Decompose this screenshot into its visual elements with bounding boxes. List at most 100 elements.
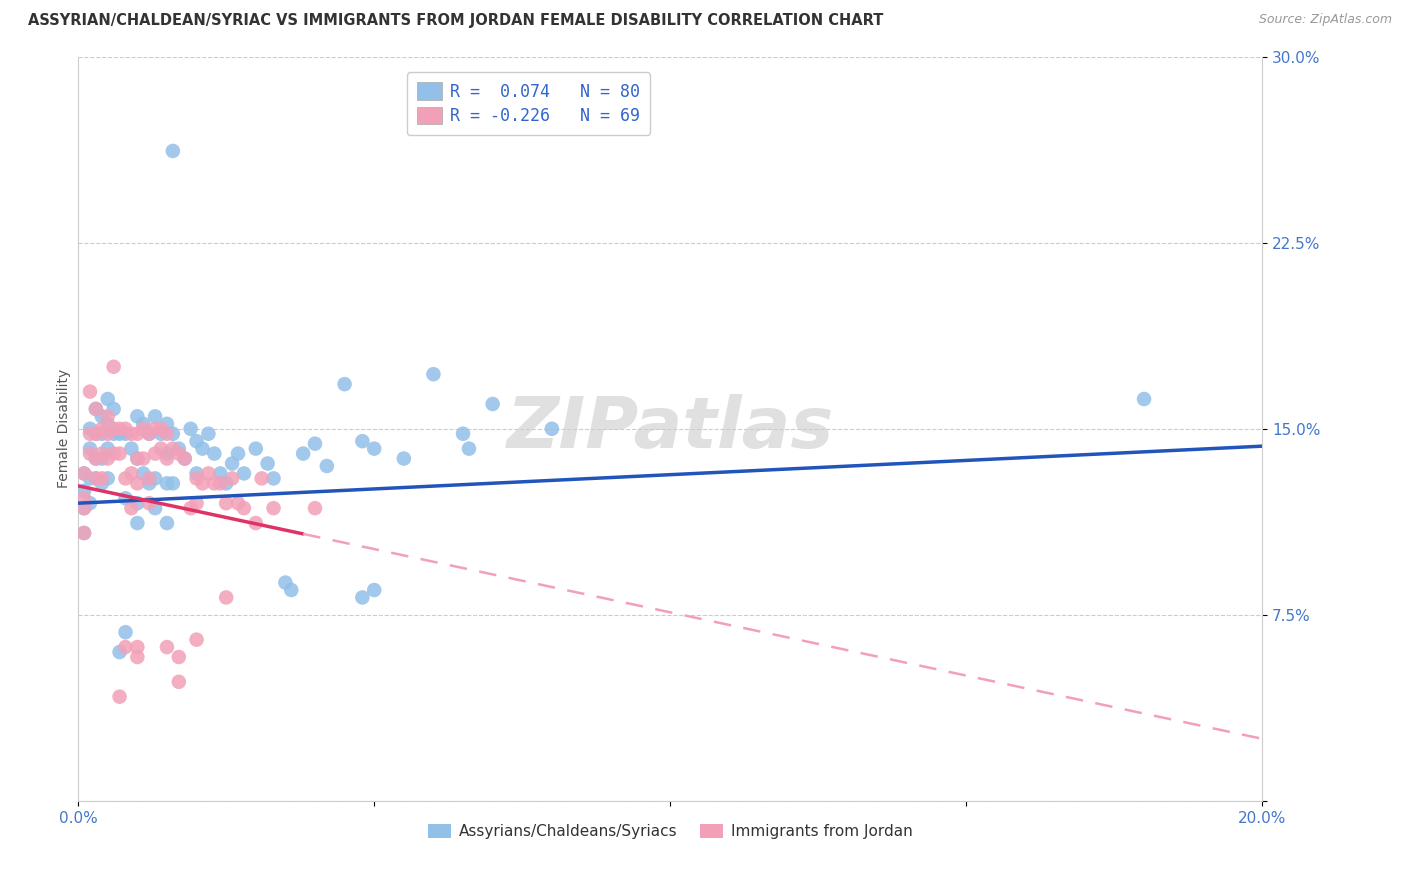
Point: [90, 447, 112, 461]
Point: [315, 458, 337, 473]
Point: [79, 384, 101, 399]
Point: [167, 442, 190, 456]
Point: [84, 426, 107, 441]
Point: [156, 476, 179, 491]
Point: [132, 417, 155, 431]
Point: [167, 447, 190, 461]
Point: [127, 516, 149, 530]
Point: [108, 422, 131, 436]
Point: [191, 476, 214, 491]
Point: [143, 447, 166, 461]
Point: [103, 359, 125, 374]
Point: [186, 632, 208, 647]
Point: [127, 650, 149, 665]
Point: [127, 451, 149, 466]
Point: [127, 451, 149, 466]
Point: [143, 409, 166, 424]
Point: [186, 434, 208, 449]
Point: [156, 417, 179, 431]
Point: [97, 451, 120, 466]
Point: [209, 476, 232, 491]
Point: [138, 476, 160, 491]
Point: [221, 471, 243, 485]
Point: [84, 471, 107, 485]
Point: [138, 426, 160, 441]
Text: ZIPatlas: ZIPatlas: [506, 394, 834, 463]
Point: [263, 471, 285, 485]
Point: [90, 422, 112, 436]
Point: [156, 451, 179, 466]
Point: [1133, 392, 1156, 406]
Point: [256, 457, 278, 471]
Point: [186, 471, 208, 485]
Point: [79, 426, 101, 441]
Point: [120, 501, 142, 516]
Point: [392, 451, 415, 466]
Point: [84, 471, 107, 485]
Point: [73, 467, 96, 481]
Text: Source: ZipAtlas.com: Source: ZipAtlas.com: [1258, 13, 1392, 27]
Point: [221, 457, 243, 471]
Y-axis label: Female Disability: Female Disability: [58, 369, 72, 489]
Point: [97, 442, 120, 456]
Point: [167, 650, 190, 665]
Point: [108, 645, 131, 659]
Point: [138, 471, 160, 485]
Point: [186, 496, 208, 510]
Point: [73, 525, 96, 540]
Point: [108, 447, 131, 461]
Point: [84, 451, 107, 466]
Point: [120, 442, 142, 456]
Point: [143, 422, 166, 436]
Point: [143, 471, 166, 485]
Point: [73, 467, 96, 481]
Point: [162, 476, 184, 491]
Point: [97, 409, 120, 424]
Point: [90, 426, 112, 441]
Point: [451, 426, 474, 441]
Point: [215, 591, 238, 605]
Point: [150, 426, 173, 441]
Point: [73, 525, 96, 540]
Point: [84, 426, 107, 441]
Point: [226, 496, 249, 510]
Point: [103, 401, 125, 416]
Point: [108, 690, 131, 704]
Point: [215, 476, 238, 491]
Point: [202, 447, 225, 461]
Point: [79, 442, 101, 456]
Point: [202, 476, 225, 491]
Point: [304, 436, 326, 450]
Point: [138, 426, 160, 441]
Point: [333, 377, 356, 392]
Point: [422, 368, 444, 382]
Point: [90, 451, 112, 466]
Point: [481, 397, 503, 411]
Point: [97, 426, 120, 441]
Point: [97, 392, 120, 406]
Point: [103, 422, 125, 436]
Point: [84, 401, 107, 416]
Point: [143, 501, 166, 516]
Point: [127, 496, 149, 510]
Point: [132, 467, 155, 481]
Point: [138, 496, 160, 510]
Point: [150, 442, 173, 456]
Point: [363, 582, 385, 597]
Text: ASSYRIAN/CHALDEAN/SYRIAC VS IMMIGRANTS FROM JORDAN FEMALE DISABILITY CORRELATION: ASSYRIAN/CHALDEAN/SYRIAC VS IMMIGRANTS F…: [28, 13, 883, 29]
Point: [73, 501, 96, 516]
Point: [73, 491, 96, 506]
Point: [180, 501, 202, 516]
Point: [79, 471, 101, 485]
Legend: Assyrians/Chaldeans/Syriacs, Immigrants from Jordan: Assyrians/Chaldeans/Syriacs, Immigrants …: [422, 818, 918, 846]
Point: [156, 516, 179, 530]
Point: [84, 451, 107, 466]
Point: [132, 422, 155, 436]
Point: [73, 483, 96, 498]
Point: [162, 442, 184, 456]
Point: [103, 426, 125, 441]
Point: [274, 575, 297, 590]
Point: [79, 447, 101, 461]
Point: [280, 582, 302, 597]
Point: [132, 451, 155, 466]
